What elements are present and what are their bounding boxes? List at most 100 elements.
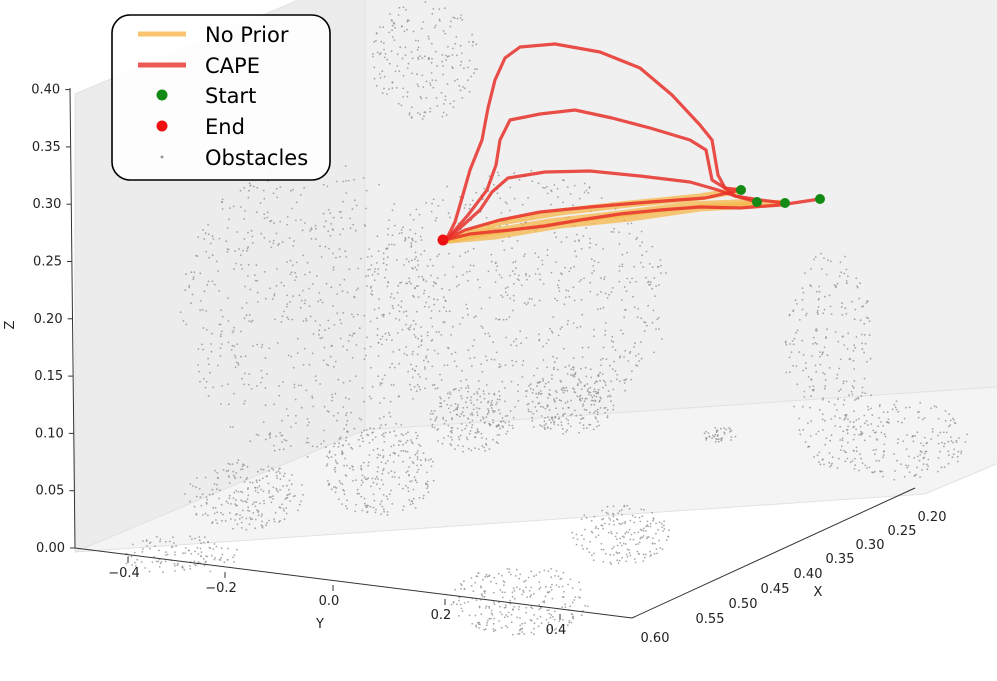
obstacle-point — [521, 631, 523, 633]
obstacle-point — [407, 62, 410, 65]
obstacle-point — [311, 352, 314, 355]
obstacle-point — [619, 541, 622, 544]
obstacle-point — [235, 472, 238, 474]
obstacle-point — [925, 450, 928, 453]
obstacle-point — [387, 460, 389, 462]
obstacle-point — [226, 558, 229, 561]
obstacle-point — [801, 339, 804, 342]
obstacle-point — [392, 384, 395, 386]
obstacle-point — [418, 345, 420, 348]
obstacle-point — [332, 266, 335, 268]
obstacle-point — [206, 555, 209, 558]
obstacle-point — [392, 351, 395, 353]
obstacle-point — [634, 561, 637, 564]
obstacle-point — [434, 219, 437, 222]
obstacle-point — [140, 561, 143, 563]
obstacle-point — [415, 431, 417, 434]
obstacle-point — [445, 310, 448, 313]
obstacle-point — [515, 344, 518, 347]
obstacle-point — [402, 6, 405, 8]
obstacle-point — [493, 358, 496, 361]
obstacle-point — [818, 451, 821, 454]
obstacle-point — [809, 435, 812, 437]
obstacle-point — [410, 480, 413, 482]
obstacle-point — [518, 629, 521, 632]
obstacle-point — [585, 375, 588, 378]
obstacle-point — [425, 357, 427, 359]
obstacle-point — [412, 30, 415, 33]
obstacle-point — [402, 487, 404, 490]
obstacle-point — [854, 399, 856, 401]
obstacle-point — [730, 436, 733, 438]
obstacle-point — [567, 319, 569, 322]
obstacle-point — [235, 513, 237, 516]
obstacle-point — [651, 266, 654, 268]
obstacle-point — [203, 238, 206, 240]
obstacle-point — [580, 418, 582, 420]
obstacle-point — [589, 386, 592, 389]
obstacle-point — [573, 599, 576, 601]
obstacle-point — [435, 416, 438, 418]
obstacle-point — [919, 454, 921, 456]
obstacle-point — [919, 450, 922, 453]
obstacle-point — [315, 275, 318, 277]
obstacle-point — [452, 106, 455, 108]
obstacle-point — [586, 390, 589, 392]
obstacle-point — [883, 450, 885, 452]
obstacle-point — [582, 235, 585, 238]
obstacle-point — [516, 240, 519, 242]
obstacle-point — [438, 8, 441, 11]
obstacle-point — [516, 616, 518, 619]
obstacle-point — [370, 485, 372, 488]
obstacle-point — [296, 352, 299, 354]
obstacle-point — [230, 518, 232, 520]
obstacle-point — [257, 514, 260, 517]
obstacle-point — [649, 281, 652, 283]
obstacle-point — [227, 297, 229, 300]
obstacle-point — [314, 224, 317, 227]
obstacle-point — [835, 377, 838, 380]
obstacle-point — [918, 459, 921, 462]
obstacle-point — [845, 413, 848, 416]
obstacle-point — [578, 395, 581, 398]
obstacle-point — [234, 356, 237, 359]
obstacle-point — [440, 379, 443, 381]
obstacle-point — [336, 419, 338, 422]
obstacle-point — [264, 387, 267, 389]
obstacle-point — [511, 359, 513, 362]
obstacle-point — [417, 46, 420, 49]
obstacle-point — [259, 502, 261, 505]
obstacle-point — [304, 299, 307, 302]
obstacle-point — [459, 603, 462, 606]
obstacle-point — [133, 551, 136, 554]
obstacle-point — [441, 115, 444, 118]
obstacle-point — [881, 470, 883, 473]
obstacle-point — [362, 461, 365, 464]
obstacle-point — [478, 623, 480, 625]
obstacle-point — [560, 388, 563, 391]
obstacle-point — [611, 547, 614, 550]
obstacle-point — [488, 392, 490, 395]
obstacle-point — [274, 318, 276, 321]
obstacle-point — [843, 449, 845, 452]
obstacle-point — [537, 382, 540, 384]
obstacle-point — [637, 531, 640, 534]
obstacle-point — [377, 453, 380, 456]
obstacle-point — [573, 265, 575, 268]
legend-label: No Prior — [205, 23, 289, 47]
obstacle-point — [498, 409, 500, 411]
obstacle-point — [383, 313, 385, 316]
obstacle-point — [569, 578, 572, 581]
obstacle-point — [338, 442, 341, 445]
obstacle-point — [625, 553, 628, 556]
obstacle-point — [839, 425, 842, 428]
obstacle-point — [804, 362, 807, 364]
obstacle-point — [655, 532, 657, 535]
obstacle-point — [612, 408, 615, 411]
obstacle-point — [550, 576, 553, 579]
obstacle-point — [490, 580, 492, 583]
obstacle-point — [268, 491, 270, 494]
obstacle-point — [294, 494, 296, 497]
obstacle-point — [563, 303, 566, 306]
obstacle-point — [414, 336, 417, 339]
